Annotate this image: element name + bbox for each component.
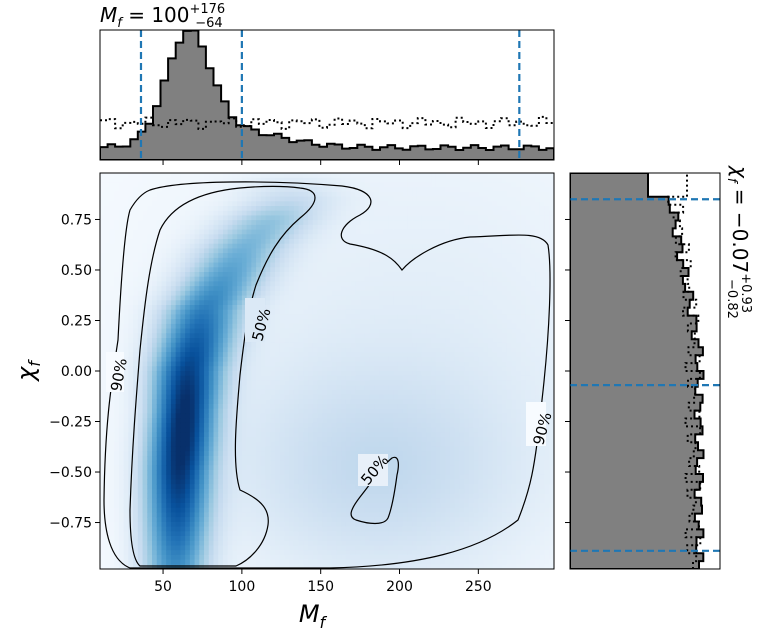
- contour-label-bg-90-right: [526, 402, 546, 446]
- x-tick-label: 250: [465, 579, 492, 595]
- top-histogram-bars: [100, 30, 554, 160]
- y-tick-label: 0.25: [61, 313, 92, 329]
- right-y-ticks: [565, 218, 570, 524]
- y-tick-label: 0.00: [61, 364, 92, 380]
- y-axis-label: χf: [12, 359, 44, 383]
- contour-50-percent-lower: [350, 456, 399, 525]
- x-axis-ticks: 50 100 150 200 250: [154, 569, 492, 595]
- right-histogram-title: χf = −0.07+0.93−0.82: [724, 165, 753, 319]
- top-x-ticks: [162, 160, 479, 165]
- y-tick-label: −0.50: [49, 465, 92, 481]
- y-tick-label: −0.75: [49, 516, 92, 532]
- x-tick-label: 200: [386, 579, 413, 595]
- x-tick-label: 50: [154, 579, 172, 595]
- x-axis-label: Mf: [299, 600, 328, 632]
- contour-label-bg-50-lower: [358, 454, 388, 486]
- y-axis-ticks: 0.75 0.50 0.25 0.00 −0.25 −0.50 −0.75: [49, 212, 100, 532]
- density-heatmap: [100, 173, 554, 569]
- top-histogram-panel: Mf = 100+176 −64: [99, 2, 555, 165]
- contour-label-bg-90-left: [106, 352, 124, 392]
- y-tick-label: 0.50: [61, 263, 92, 279]
- right-histogram-panel: χf = −0.07+0.93−0.82: [565, 165, 753, 570]
- contour-label-bg-50-upper: [245, 298, 265, 342]
- top-histogram-frame: [99, 29, 555, 161]
- y-tick-label: 0.75: [61, 212, 92, 228]
- y-tick-label: −0.25: [49, 415, 92, 431]
- top-histogram-title: Mf = 100+176 −64: [100, 2, 225, 31]
- contour-50-percent-upper: [129, 185, 316, 567]
- top-histogram-prior: [100, 115, 554, 130]
- right-quantile-lines: [570, 198, 720, 552]
- main-density-panel: 90% 50% 50% 90% 50 100 150 200 250 0.750.500…: [12, 172, 555, 632]
- contour-label-90-left: 90%: [107, 357, 131, 393]
- x-tick-label: 100: [229, 579, 256, 595]
- right-histogram-bars: [570, 173, 705, 569]
- right-histogram-prior: [667, 173, 702, 569]
- x-tick-label: 150: [307, 579, 334, 595]
